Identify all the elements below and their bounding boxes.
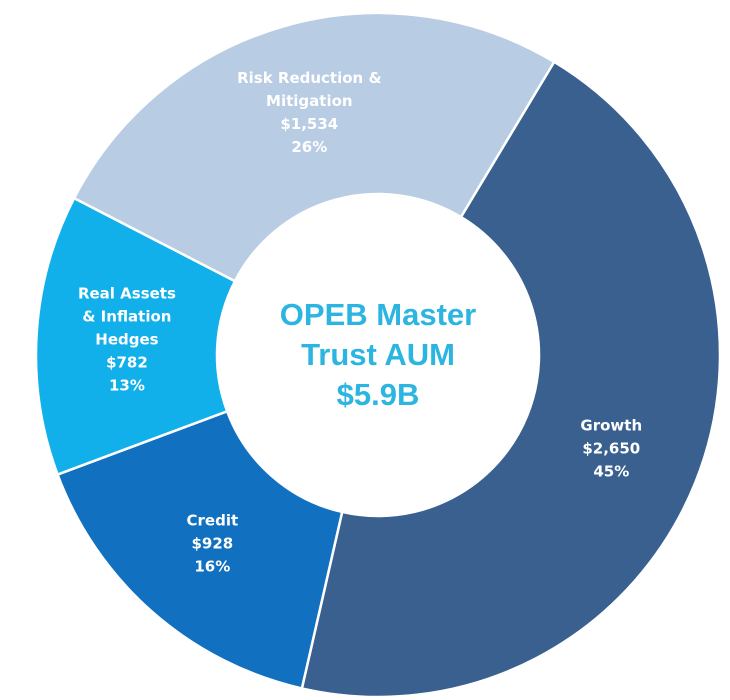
center-label: OPEB Master Trust AUM $5.9B xyxy=(263,295,493,415)
category-label: Growth xyxy=(580,416,643,435)
donut-slice xyxy=(34,196,237,477)
percent-label: 16% xyxy=(194,557,231,576)
slice-label: Credit $928 16% xyxy=(152,510,272,579)
value-label: $1,534 xyxy=(280,115,339,134)
category-label: Risk Reduction & Mitigation xyxy=(237,69,382,111)
value-label: $928 xyxy=(191,534,234,553)
percent-label: 45% xyxy=(593,462,630,481)
center-value: $5.9B xyxy=(336,377,420,412)
slice-label: Real Assets & Inflation Hedges $782 13% xyxy=(71,282,183,397)
value-label: $782 xyxy=(106,353,148,372)
slice-label: Risk Reduction & Mitigation $1,534 26% xyxy=(232,67,387,159)
donut-slice xyxy=(72,11,556,283)
category-label: Real Assets & Inflation Hedges xyxy=(77,284,176,349)
category-label: Credit xyxy=(186,511,239,530)
percent-label: 26% xyxy=(291,138,328,157)
percent-label: 13% xyxy=(108,376,145,395)
value-label: $2,650 xyxy=(582,439,641,458)
slice-label: Growth $2,650 45% xyxy=(551,414,671,483)
donut-slice xyxy=(300,60,722,699)
center-title: OPEB Master Trust AUM xyxy=(279,297,477,372)
donut-slice xyxy=(55,409,344,690)
